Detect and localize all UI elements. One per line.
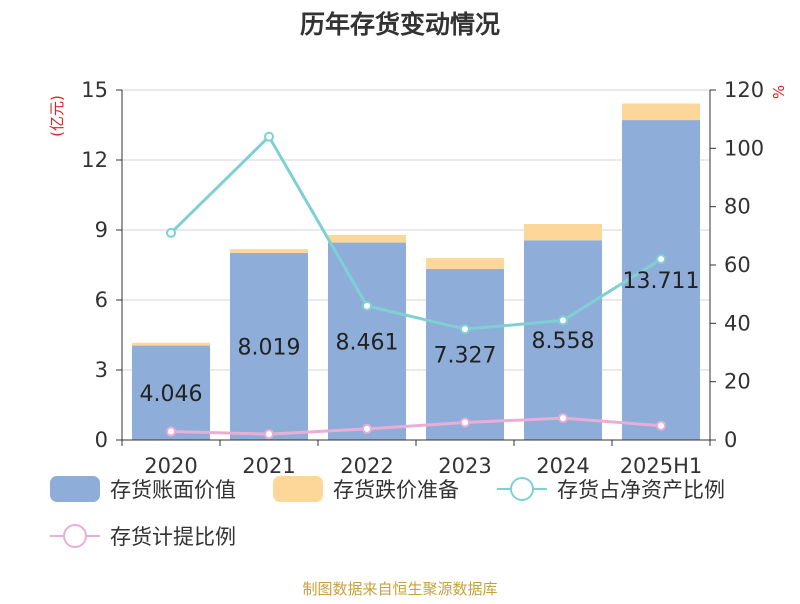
point-ratio-to-net-assets bbox=[166, 227, 176, 238]
bar-value-label: 8.019 bbox=[238, 335, 301, 360]
line-provision-ratio bbox=[170, 416, 662, 436]
point-provision-ratio bbox=[460, 417, 470, 428]
point-ratio-to-net-assets bbox=[264, 131, 274, 142]
bar-impairment-provision bbox=[426, 258, 504, 270]
bar-impairment-provision bbox=[622, 103, 700, 121]
left-tick-label: 6 bbox=[95, 288, 108, 312]
right-tick-label: 100 bbox=[724, 136, 764, 160]
legend-book-value-swatch bbox=[50, 476, 100, 502]
right-tick-label: 80 bbox=[724, 195, 751, 219]
left-axis-unit: (亿元) bbox=[48, 95, 66, 137]
left-tick-label: 9 bbox=[95, 218, 108, 242]
legend-provision-ratio-label: 存货计提比例 bbox=[110, 525, 236, 549]
data-labels: 4.046 8.019 8.461 7.327 8.558 13.711 bbox=[140, 269, 700, 407]
point-ratio-to-net-assets bbox=[460, 324, 470, 335]
bar-value-label: 7.327 bbox=[434, 344, 497, 369]
bar-book-value bbox=[426, 269, 504, 440]
x-tick-label: 2021 bbox=[242, 454, 295, 478]
bar-value-label: 4.046 bbox=[140, 382, 203, 407]
x-tick-label: 2024 bbox=[536, 454, 589, 478]
legend-book-value-label: 存货账面价值 bbox=[110, 478, 236, 502]
left-tick-label: 12 bbox=[81, 148, 108, 172]
point-ratio-to-net-assets bbox=[656, 254, 666, 265]
point-provision-ratio bbox=[166, 426, 176, 437]
right-tick-label: 0 bbox=[724, 428, 737, 452]
point-provision-ratio bbox=[558, 413, 568, 424]
point-ratio-to-net-assets bbox=[362, 300, 372, 311]
right-tick-label: 20 bbox=[724, 370, 751, 394]
bar-book-value bbox=[132, 345, 210, 440]
point-provision-ratio bbox=[362, 423, 372, 434]
right-tick-label: 40 bbox=[724, 311, 751, 335]
grid-lines bbox=[122, 89, 710, 371]
bar-impairment-provision bbox=[524, 223, 602, 241]
legend-ratio-to-net-assets-label: 存货占净资产比例 bbox=[557, 478, 725, 502]
left-tick-label: 15 bbox=[81, 78, 108, 102]
bar-value-label: 8.558 bbox=[532, 329, 595, 354]
right-tick-label: 60 bbox=[724, 253, 751, 277]
bar-value-label: 13.711 bbox=[623, 269, 700, 294]
axes: 0 3 6 9 12 15 0 20 40 60 80 100 120 2020 2021 2022 2023 2… bbox=[81, 78, 764, 478]
right-tick-label: 120 bbox=[724, 78, 764, 102]
point-provision-ratio bbox=[656, 420, 666, 431]
right-axis-unit: % bbox=[770, 85, 788, 99]
x-tick-label: 2025H1 bbox=[620, 454, 703, 478]
point-ratio-to-net-assets bbox=[558, 315, 568, 326]
bar-book-value bbox=[622, 120, 700, 441]
bars bbox=[132, 103, 700, 441]
x-tick-label: 2022 bbox=[340, 454, 393, 478]
bar-value-label: 8.461 bbox=[336, 330, 399, 355]
left-tick-label: 0 bbox=[95, 428, 108, 452]
x-tick-label: 2020 bbox=[144, 454, 197, 478]
bar-impairment-provision bbox=[132, 342, 210, 346]
legend-impairment-provision-swatch bbox=[273, 476, 323, 502]
lines bbox=[166, 131, 666, 440]
legend-ratio-to-net-assets-marker bbox=[510, 477, 534, 501]
bar-impairment-provision bbox=[328, 234, 406, 243]
line-ratio-to-net-assets bbox=[169, 134, 662, 331]
left-tick-label: 3 bbox=[95, 358, 108, 382]
bar-impairment-provision bbox=[230, 249, 308, 253]
x-tick-label: 2023 bbox=[438, 454, 491, 478]
point-provision-ratio bbox=[264, 429, 274, 440]
bar-book-value bbox=[524, 240, 602, 440]
source-note: 制图数据来自恒生聚源数据库 bbox=[302, 580, 497, 598]
legend-provision-ratio-marker bbox=[63, 524, 87, 548]
legend-impairment-provision-label: 存货跌价准备 bbox=[333, 478, 459, 502]
chart-title: 历年存货变动情况 bbox=[300, 10, 500, 39]
bar-book-value bbox=[328, 242, 406, 440]
bar-book-value bbox=[230, 252, 308, 440]
